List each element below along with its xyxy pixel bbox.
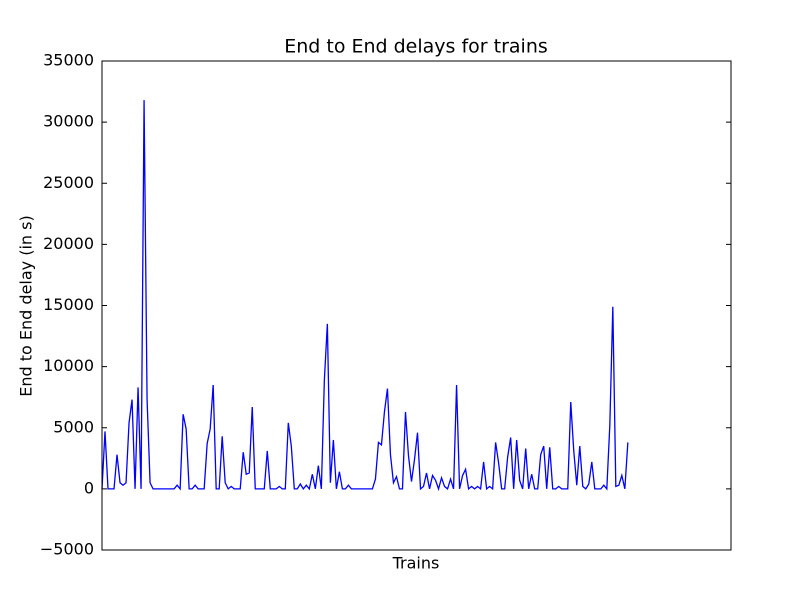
y-tick-label: −5000 [40,540,94,559]
y-axis-label: End to End delay (in s) [17,215,36,396]
y-tick-label: 20000 [43,234,94,253]
plot-frame [101,60,732,551]
chart-title: End to End delays for trains [284,36,548,58]
y-tick-label: 30000 [43,112,94,131]
y-tick-label: 15000 [43,295,94,314]
x-axis-label: Trains [392,554,440,573]
y-tick-label: 0 [84,478,94,497]
y-tick-label: 25000 [43,173,94,192]
y-tick-label: 10000 [43,356,94,375]
y-tick-label: 35000 [43,51,94,70]
y-tick-label: 5000 [53,417,94,436]
data-line [101,100,629,492]
